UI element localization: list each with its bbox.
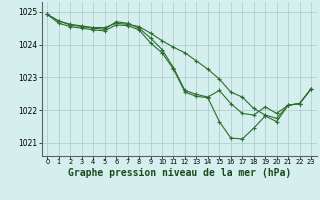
X-axis label: Graphe pression niveau de la mer (hPa): Graphe pression niveau de la mer (hPa) (68, 168, 291, 178)
